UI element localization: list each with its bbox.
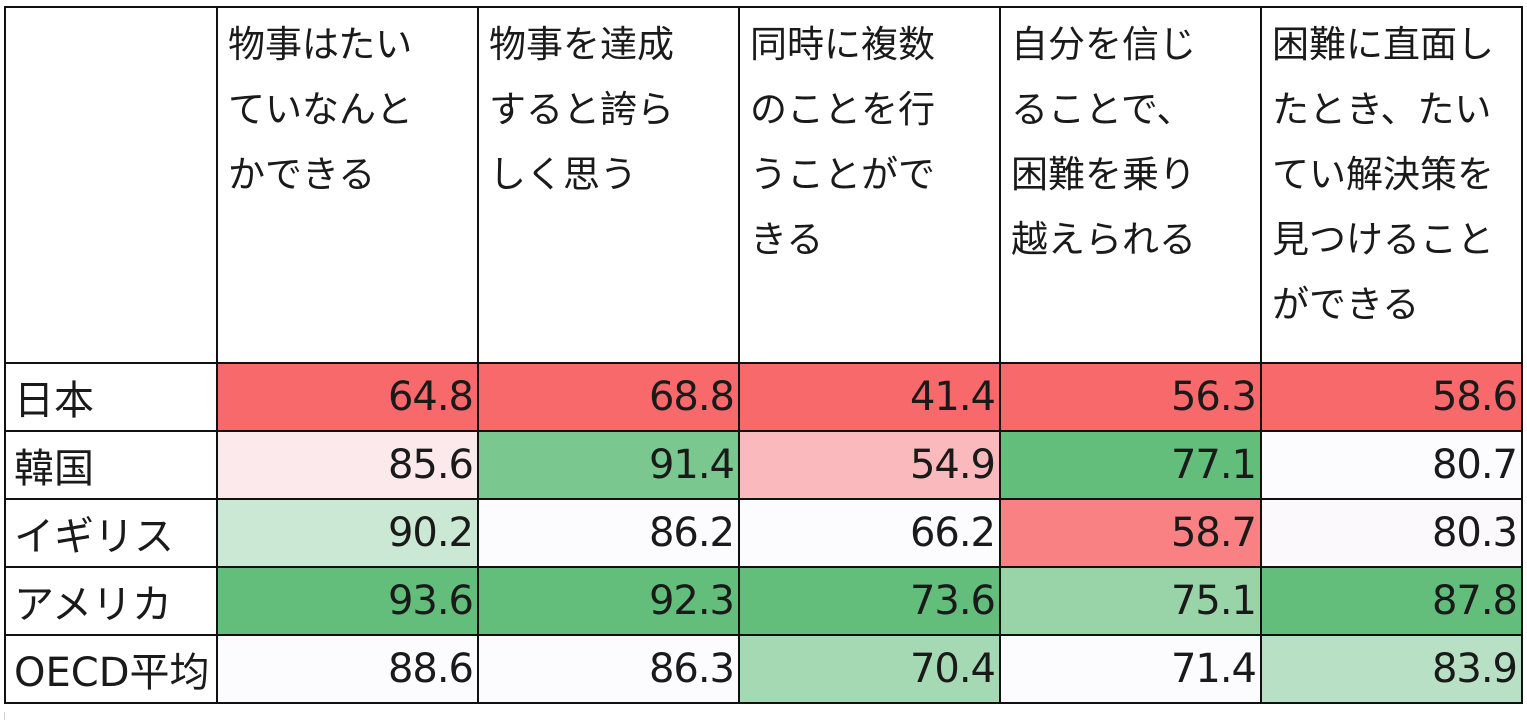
column-header-line: ていなんと (228, 88, 413, 131)
heatmap-cell: 73.6 (738, 566, 1001, 636)
grid-continuation (4, 712, 1524, 720)
column-header-line: 見つけること (1272, 218, 1494, 261)
table-row: アメリカ 93.6 92.3 73.6 75.1 87.8 (4, 566, 1523, 636)
heatmap-cell: 86.2 (477, 498, 740, 568)
heatmap-cell: 54.9 (738, 430, 1001, 500)
row-label: アメリカ (4, 566, 218, 636)
column-header: 物事を達成すると誇らしく思う (477, 6, 740, 364)
table-row: イギリス 90.2 86.2 66.2 58.7 80.3 (4, 498, 1523, 568)
column-header-line: 越えられる (1011, 218, 1196, 261)
table-row: 韓国 85.6 91.4 54.9 77.1 80.7 (4, 430, 1523, 500)
corner-cell (4, 6, 218, 364)
row-label: 日本 (4, 362, 218, 432)
column-header-line: のことを行 (750, 88, 935, 131)
heatmap-cell: 93.6 (216, 566, 479, 636)
row-label: OECD平均 (4, 634, 218, 704)
heatmap-cell: 80.7 (1260, 430, 1523, 500)
row-label: 韓国 (4, 430, 218, 500)
heatmap-cell: 66.2 (738, 498, 1001, 568)
column-header: 自分を信じることで、困難を乗り越えられる (999, 6, 1262, 364)
column-header-line: 物事を達成 (489, 23, 674, 66)
heatmap-cell: 87.8 (1260, 566, 1523, 636)
column-header-line: かできる (228, 153, 376, 196)
column-header: 困難に直面し たとき、たい てい解決策を 見つけること ができる (1260, 6, 1523, 364)
heatmap-cell: 80.3 (1260, 498, 1523, 568)
heatmap-cell: 90.2 (216, 498, 479, 568)
column-header-line: 困難に直面し (1272, 23, 1494, 66)
heatmap-cell: 88.6 (216, 634, 479, 704)
column-header: 同時に複数のことを行うことができる (738, 6, 1001, 364)
column-header-line: 自分を信じ (1011, 23, 1196, 66)
heatmap-cell: 77.1 (999, 430, 1262, 500)
heatmap-cell: 85.6 (216, 430, 479, 500)
heatmap-cell: 75.1 (999, 566, 1262, 636)
heatmap-cell: 91.4 (477, 430, 740, 500)
row-label: イギリス (4, 498, 218, 568)
table-body: 日本 64.8 68.8 41.4 56.3 58.6 韓国 85.6 91.4 54.9 77.1… (4, 362, 1523, 704)
column-header-line: ができる (1272, 283, 1420, 326)
column-header-line: 困難を乗り (1011, 153, 1196, 196)
column-header-line: うことがで (750, 153, 935, 196)
heatmap-cell: 83.9 (1260, 634, 1523, 704)
heatmap-cell: 41.4 (738, 362, 1001, 432)
column-header-line: てい解決策を (1272, 153, 1494, 196)
heatmap-cell: 86.3 (477, 634, 740, 704)
column-header: 物事はたいていなんとかできる (216, 6, 479, 364)
heatmap-cell: 58.7 (999, 498, 1262, 568)
heatmap-cell: 70.4 (738, 634, 1001, 704)
column-header-line: きる (750, 218, 824, 261)
column-header-line: 同時に複数 (750, 23, 935, 66)
heatmap-cell: 64.8 (216, 362, 479, 432)
column-header-line: 物事はたい (228, 23, 413, 66)
heatmap-cell: 56.3 (999, 362, 1262, 432)
heatmap-cell: 58.6 (1260, 362, 1523, 432)
column-header-line: ることで、 (1011, 88, 1194, 131)
column-header-line: たとき、たい (1272, 88, 1492, 131)
heatmap-table: 物事はたいていなんとかできる 物事を達成すると誇らしく思う 同時に複数のことを行… (4, 6, 1523, 704)
heatmap-cell: 68.8 (477, 362, 740, 432)
header-row: 物事はたいていなんとかできる 物事を達成すると誇らしく思う 同時に複数のことを行… (4, 6, 1523, 364)
column-header-line: すると誇ら (489, 88, 674, 131)
heatmap-cell: 71.4 (999, 634, 1262, 704)
table-row: OECD平均 88.6 86.3 70.4 71.4 83.9 (4, 634, 1523, 704)
table-row: 日本 64.8 68.8 41.4 56.3 58.6 (4, 362, 1523, 432)
heatmap-cell: 92.3 (477, 566, 740, 636)
column-header-line: しく思う (489, 153, 637, 196)
